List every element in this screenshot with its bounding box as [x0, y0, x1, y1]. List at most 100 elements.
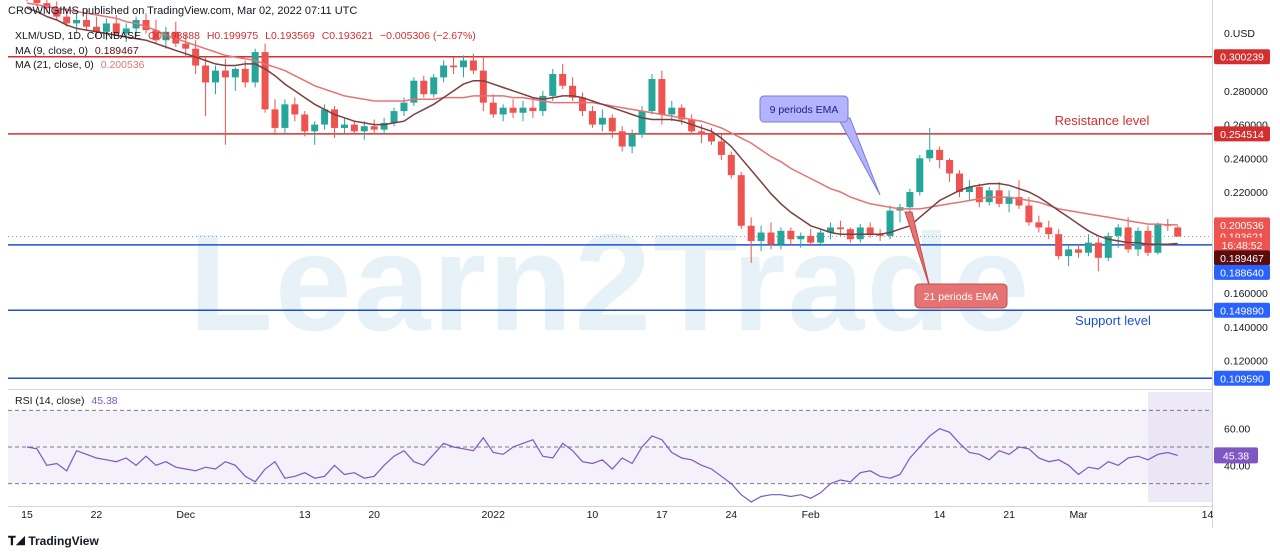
price-tag: [1214, 264, 1270, 280]
price-tag-label: 0.188640: [1220, 267, 1264, 279]
candle-body: [757, 232, 765, 241]
candle-body: [598, 117, 606, 125]
rsi-tick-label: 60.00: [1224, 424, 1250, 436]
candle-body: [291, 104, 299, 115]
candle-body: [1015, 197, 1023, 206]
ema21-callout-box: [914, 283, 1008, 309]
support-level-label: Support level: [1075, 313, 1151, 328]
candle-body: [122, 28, 130, 34]
candle-body: [658, 79, 666, 115]
ohlc-close: C0.193621: [321, 30, 374, 42]
candle-body: [946, 159, 954, 174]
candle-body: [53, 8, 61, 17]
price-tick-label: 0.140000: [1224, 322, 1268, 334]
candle-body: [231, 68, 239, 78]
candle-body: [836, 227, 844, 230]
symbol-name[interactable]: XLM/USD, 1D, COINBASE: [15, 30, 142, 42]
ma21-value: 0.200536: [100, 59, 145, 71]
candle-body: [559, 73, 567, 86]
candle-body: [678, 107, 686, 120]
ma9-label: MA (9, close, 0): [15, 45, 88, 57]
price-tag: [1214, 237, 1270, 253]
candle-body: [73, 20, 81, 24]
time-tick-label: 20: [368, 509, 380, 521]
candle-body: [688, 119, 696, 132]
candle-body: [370, 126, 378, 130]
ma9-legend[interactable]: MA (9, close, 0) 0.189467: [15, 45, 143, 57]
candle-body: [63, 16, 71, 24]
candle-body: [301, 114, 309, 132]
candle-body: [1154, 224, 1162, 253]
ema9-callout-label: 9 periods EMA: [770, 104, 839, 116]
candle-body: [479, 70, 487, 103]
candle-body: [668, 107, 676, 115]
candle-body: [33, 0, 41, 4]
time-tick-label: 10: [587, 509, 599, 521]
price-tag-label: 0.200536: [1220, 220, 1264, 232]
candle-body: [1065, 249, 1073, 257]
candle-body: [817, 232, 825, 243]
candle-body: [1045, 227, 1053, 235]
candle-body: [162, 31, 170, 41]
price-tag-label: 0.300239: [1220, 52, 1264, 64]
candle-body: [281, 104, 289, 128]
time-tick-label: 24: [725, 509, 737, 521]
publisher-header: CROWNGIMS published on TradingView.com, …: [8, 5, 358, 17]
rsi-legend[interactable]: RSI (14, close) 45.38: [15, 395, 122, 407]
ma21-legend[interactable]: MA (21, close, 0) 0.200536: [15, 59, 149, 71]
ema21-callout-label: 21 periods EMA: [924, 291, 999, 303]
ohlc-high: H0.199975: [206, 30, 259, 42]
candle-body: [916, 158, 924, 193]
price-tag-label: 0.109590: [1220, 373, 1264, 385]
price-scale-unit[interactable]: 0.​USD: [1224, 28, 1255, 40]
candle-body: [955, 173, 963, 193]
candle-body: [459, 60, 467, 68]
time-tick-label: Mar: [1069, 509, 1088, 521]
price-tag: [1214, 217, 1270, 233]
price-tag-label: 0.254514: [1220, 129, 1264, 141]
candle-body: [211, 70, 219, 83]
price-tag: [1214, 302, 1270, 318]
candle-body: [579, 97, 587, 112]
candle-body: [648, 79, 656, 112]
candle-body: [1144, 230, 1152, 253]
price-tag: [1214, 49, 1270, 65]
candle-body: [926, 149, 934, 159]
candle-body: [241, 68, 249, 83]
time-tick-label: 17: [656, 509, 668, 521]
price-tick-label: 0.240000: [1224, 153, 1268, 165]
candle-body: [886, 210, 894, 236]
candle-body: [251, 52, 259, 83]
candle-body: [172, 31, 180, 44]
price-tick-label: 0.160000: [1224, 288, 1268, 300]
time-tick-label: Dec: [176, 509, 195, 521]
candle-body: [936, 149, 944, 160]
rsi-label: RSI (14, close): [15, 395, 85, 407]
candle-body: [588, 111, 596, 125]
candle-body: [698, 131, 706, 135]
price-tag: [1214, 250, 1270, 266]
candle-body: [390, 111, 398, 123]
time-tick-label: 14: [1202, 509, 1214, 521]
ma9-value: 0.189467: [94, 45, 139, 57]
candle-body: [549, 73, 557, 96]
candle-body: [906, 192, 914, 208]
ma9-line: [26, 7, 1178, 246]
candle-body: [450, 65, 458, 68]
ohlc-low: L0.193569: [265, 30, 315, 42]
tradingview-logo[interactable]: 𝐓◢ TradingView: [8, 534, 99, 549]
rsi-value-tag: [1214, 447, 1258, 464]
candle-body: [827, 227, 835, 233]
price-tag-label: 0.149890: [1220, 305, 1264, 317]
ema9-callout-box: [759, 95, 849, 123]
candle-body: [985, 190, 993, 203]
price-tick-label: 0.220000: [1224, 187, 1268, 199]
symbol-legend: XLM/USD, 1D, COINBASE O0.198888 H0.19997…: [15, 30, 480, 42]
price-scale-border: [1212, 0, 1213, 528]
candle-body: [1055, 234, 1063, 257]
candle-body: [152, 30, 160, 41]
candle-body: [965, 186, 973, 193]
candle-body: [856, 227, 864, 240]
candle-body: [1075, 249, 1083, 253]
